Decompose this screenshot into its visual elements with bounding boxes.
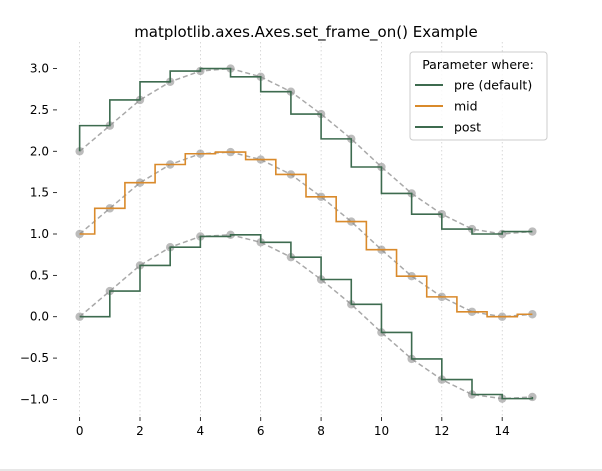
y-tick-label: 1.5 bbox=[30, 186, 49, 200]
step-line-steps-post bbox=[79, 234, 534, 400]
y-tick-label: 0.0 bbox=[30, 310, 49, 324]
legend-entry-label: post bbox=[454, 120, 481, 135]
x-tick-label: 8 bbox=[317, 424, 325, 438]
x-tick-label: 14 bbox=[495, 424, 510, 438]
x-tick-label: 6 bbox=[257, 424, 265, 438]
x-tick-label: 0 bbox=[76, 424, 84, 438]
x-tick-label: 4 bbox=[197, 424, 205, 438]
y-tick-label: 3.0 bbox=[30, 62, 49, 76]
y-tick-label: −1.0 bbox=[20, 392, 49, 406]
y-tick-label: 2.5 bbox=[30, 103, 49, 117]
legend-title: Parameter where: bbox=[422, 57, 534, 72]
legend-box bbox=[409, 51, 548, 141]
x-tick-label: 2 bbox=[136, 424, 144, 438]
x-tick-label: 10 bbox=[374, 424, 389, 438]
reference-dashed-line bbox=[79, 67, 533, 235]
y-tick-label: 0.5 bbox=[30, 268, 49, 282]
y-tick-label: 1.0 bbox=[30, 227, 49, 241]
chart-title: matplotlib.axes.Axes.set_frame_on() Exam… bbox=[134, 23, 478, 42]
y-tick-label: −0.5 bbox=[20, 351, 49, 365]
step-line-steps-mid bbox=[79, 151, 533, 318]
axes: 0 2 4 6 8 10 12 14 −1.0 −0.5 0.0 0.5 1.0 1.5 2.0 2.5 3.0 bbox=[20, 62, 510, 438]
legend-entry-label: pre (default) bbox=[454, 78, 532, 93]
step-series bbox=[78, 67, 534, 400]
legend: Parameter where: pre (default) mid post bbox=[409, 51, 548, 141]
y-tick-label: 2.0 bbox=[30, 144, 49, 158]
legend-entry-label: mid bbox=[454, 99, 478, 114]
step-line-steps-pre bbox=[78, 67, 533, 235]
reference-dashed-line bbox=[79, 234, 533, 400]
x-tick-label: 12 bbox=[434, 424, 449, 438]
